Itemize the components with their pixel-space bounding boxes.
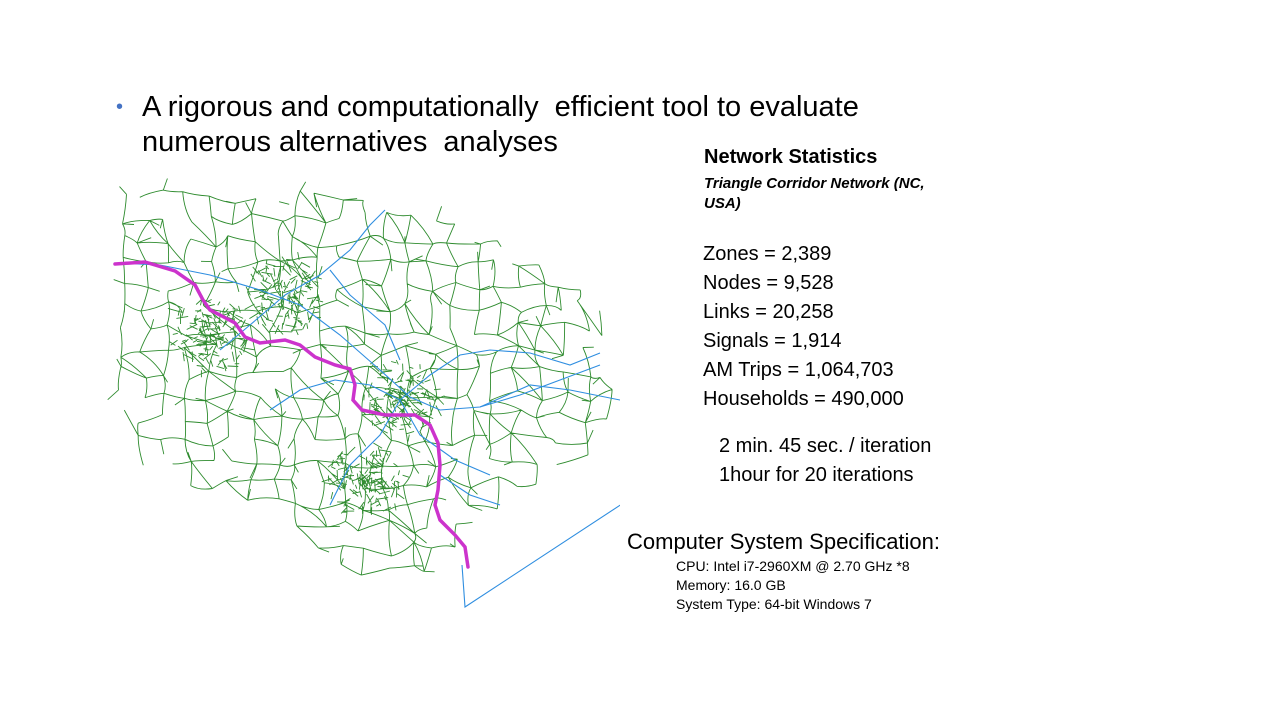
bullet-item: • A rigorous and computationally efficie…	[116, 90, 936, 160]
highway-line	[439, 474, 501, 506]
highway-line	[117, 262, 601, 411]
stat-links: Links = 20,258	[703, 301, 834, 323]
road-links-path	[107, 178, 613, 576]
highway-line	[329, 399, 401, 506]
stat-households: Households = 490,000	[703, 388, 904, 410]
spec-title: Computer System Specification:	[627, 529, 941, 554]
corridor-route	[113, 260, 470, 569]
highway-line	[269, 379, 401, 411]
highway-line	[461, 504, 620, 608]
timing-per-iteration: 2 min. 45 sec. / iteration	[719, 435, 932, 457]
stat-am-trips: AM Trips = 1,064,703	[703, 359, 894, 381]
network-stats-list: Zones = 2,389 Nodes = 9,528 Links = 20,2…	[703, 240, 904, 414]
network-stats-title: Network Statistics	[704, 146, 878, 168]
spec-system: System Type: 64-bit Windows 7	[676, 596, 872, 612]
stat-zones: Zones = 2,389	[703, 243, 832, 265]
timing-total: 1hour for 20 iterations	[719, 464, 914, 486]
stat-nodes: Nodes = 9,528	[703, 272, 834, 294]
timing-info: 2 min. 45 sec. / iteration 1hour for 20 …	[719, 432, 931, 490]
network-stats-subtitle-line-1: Triangle Corridor Network (NC,	[704, 175, 925, 192]
network-stats-subtitle-line-2: USA)	[704, 195, 741, 212]
bullet-line-2: numerous alternatives analyses	[142, 126, 558, 158]
highway-line	[479, 384, 620, 408]
highway-line	[329, 269, 401, 361]
road-network-links	[107, 178, 613, 576]
highway-links	[117, 209, 620, 608]
highway-line	[219, 294, 286, 351]
spec-details: CPU: Intel i7-2960XM @ 2.70 GHz *8 Memor…	[676, 557, 910, 614]
bullet-dot: •	[116, 96, 124, 118]
bullet-line-1: A rigorous and computationally efficient…	[142, 91, 859, 123]
network-map	[107, 178, 620, 608]
network-stats-subtitle: Triangle Corridor Network (NC, USA)	[704, 174, 954, 214]
spec-memory: Memory: 16.0 GB	[676, 577, 786, 593]
highway-line	[399, 349, 601, 401]
spec-cpu: CPU: Intel i7-2960XM @ 2.70 GHz *8	[676, 558, 910, 574]
bullet-text: A rigorous and computationally efficient…	[142, 90, 859, 160]
highway-line	[284, 209, 386, 296]
stat-signals: Signals = 1,914	[703, 330, 842, 352]
